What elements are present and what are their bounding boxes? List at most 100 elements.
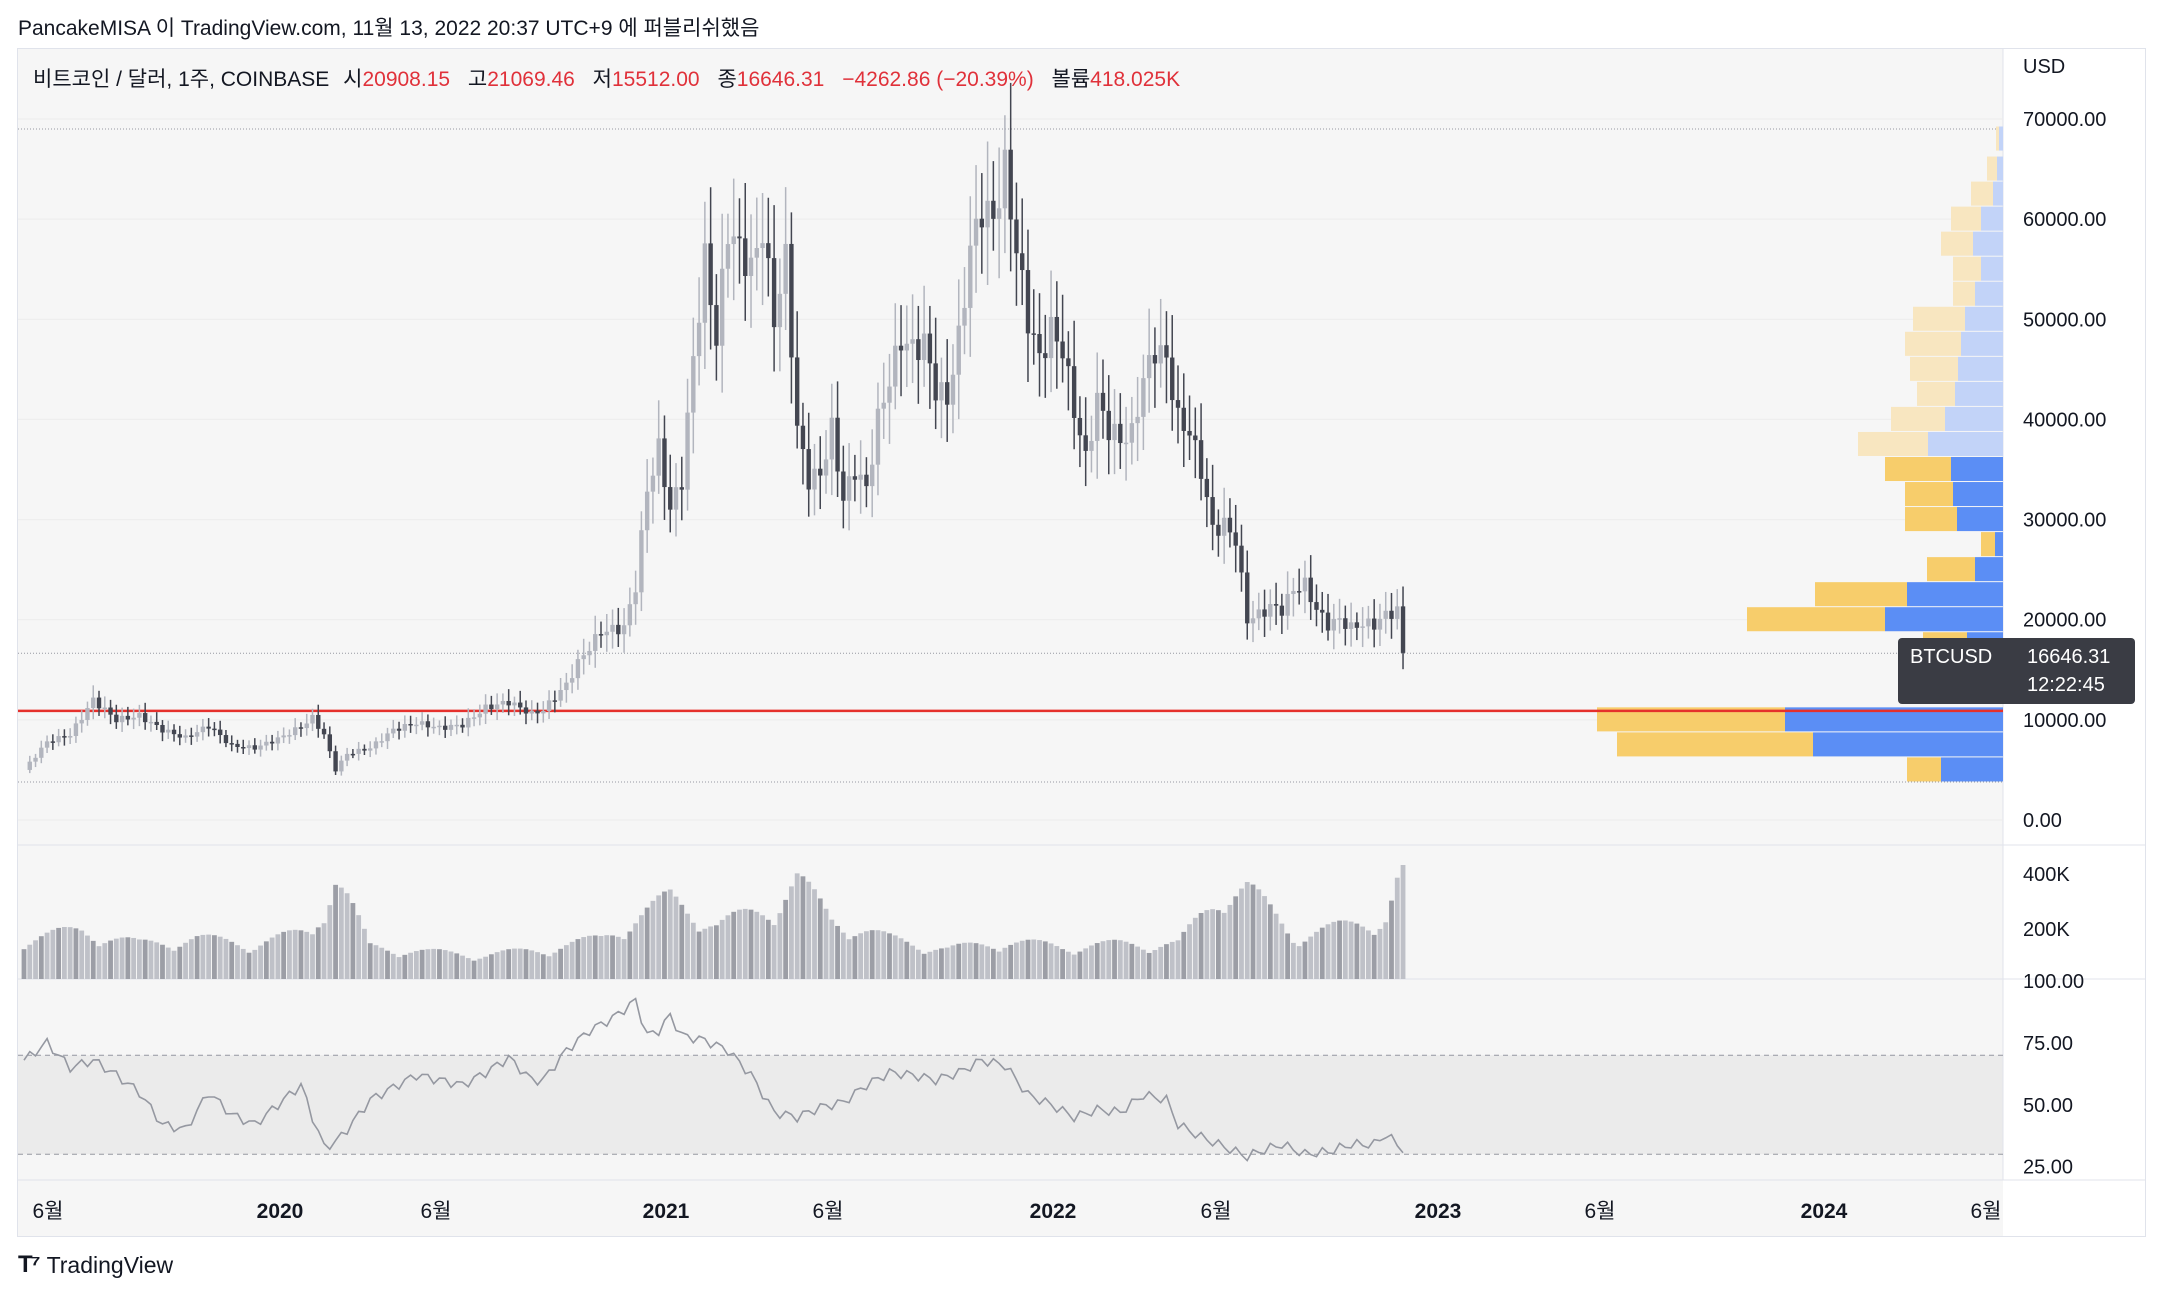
volume-bar: [1366, 930, 1371, 979]
candle-body: [823, 459, 829, 476]
candle-body: [1268, 604, 1273, 617]
volume-bar: [396, 957, 402, 979]
price-tick-label: 50000.00: [2023, 309, 2106, 331]
candle-body: [869, 464, 875, 487]
candle-body: [1146, 355, 1152, 379]
volume-bar: [454, 953, 460, 979]
volume-bar: [748, 909, 754, 979]
candle-body: [142, 713, 148, 723]
volume-bar: [869, 930, 875, 979]
volume-bar: [783, 899, 789, 979]
volume-profile-down-bar: [1907, 757, 1941, 782]
volume-bar: [731, 911, 737, 979]
volume-bar: [165, 947, 171, 979]
volume-bar: [1319, 927, 1325, 979]
volume-bar: [1389, 900, 1394, 979]
candle-body: [1296, 591, 1302, 593]
candle-body: [1083, 435, 1088, 451]
volume-bar: [1198, 913, 1204, 979]
candle-body: [846, 476, 852, 501]
volume-bar: [615, 936, 621, 979]
open-value: 20908.15: [362, 68, 451, 91]
candle-body: [471, 717, 477, 719]
candle-body: [858, 474, 863, 480]
candle-body: [362, 748, 367, 751]
chart-frame[interactable]: 70000.00 60000.00 50000.00 40000.00 30000.00…: [17, 48, 2146, 1237]
volume-bar: [500, 950, 506, 979]
volume-bar: [1008, 944, 1014, 979]
volume-bar: [1169, 941, 1175, 979]
volume-profile-down-bar: [1981, 532, 1995, 557]
candle-body: [587, 650, 592, 656]
candle-body: [1377, 618, 1383, 630]
candle-body: [333, 751, 338, 772]
candle-body: [702, 243, 708, 323]
candle-body: [206, 726, 211, 729]
volume-bar: [488, 954, 494, 979]
candle-body: [939, 382, 944, 401]
candle-body: [1291, 591, 1296, 594]
volume-bar: [1042, 941, 1048, 979]
candle-body: [1112, 423, 1117, 441]
candle-body: [829, 417, 834, 460]
volume-bar: [789, 886, 794, 979]
candle-body: [212, 728, 217, 731]
volume-bar: [413, 951, 419, 979]
candle-body: [714, 305, 719, 346]
candle-body: [1308, 577, 1313, 603]
candle-body: [443, 725, 448, 730]
volume-bar: [1146, 952, 1152, 979]
candle-body: [794, 357, 800, 426]
volume-bar: [1331, 921, 1337, 979]
volume-bar: [719, 919, 725, 979]
volume-bar: [904, 941, 910, 979]
volume-bar: [610, 935, 615, 979]
volume-bar: [223, 938, 229, 979]
volume-bar: [206, 934, 212, 979]
symbol-title[interactable]: 비트코인 / 달러, 1주, COINBASE: [33, 68, 330, 91]
candle-body: [639, 530, 644, 593]
candle-body: [546, 700, 552, 711]
candle-body: [321, 728, 327, 735]
price-tick-label: 60000.00: [2023, 209, 2106, 231]
time-tick-label: 6월: [33, 1200, 64, 1223]
publisher-line: PancakeMISA 이 TradingView.com, 11월 13, 2…: [18, 17, 760, 40]
volume-bar: [108, 940, 113, 979]
candle-body: [575, 659, 581, 679]
candle-body: [1100, 392, 1106, 411]
volume-bar: [864, 931, 869, 979]
candle-body: [708, 243, 713, 306]
volume-profile-down-bar: [1996, 126, 1999, 151]
candle-body: [379, 741, 384, 743]
candle-body: [1383, 610, 1388, 619]
volume-bar: [304, 931, 310, 979]
volume-bar: [235, 945, 240, 979]
tradingview-brand: TradingView: [46, 1251, 174, 1278]
volume-bar: [327, 905, 333, 979]
price-badge[interactable]: [1898, 638, 2135, 704]
volume-bar: [1112, 939, 1117, 979]
volume-bar: [27, 944, 33, 979]
tradingview-logo[interactable]: T⁷ TradingView: [18, 1251, 173, 1279]
candle-body: [1066, 358, 1071, 367]
volume-profile-down-bar: [1815, 582, 1907, 607]
volume-bar: [523, 949, 529, 979]
candle-body: [743, 238, 748, 277]
candle-body: [656, 438, 661, 476]
low-label: 저: [592, 68, 612, 91]
volume-bar: [933, 949, 939, 979]
candle-body: [927, 333, 933, 364]
volume-bar: [177, 946, 183, 979]
candle-body: [950, 374, 956, 405]
open-label: 시: [343, 68, 363, 91]
candle-body: [812, 468, 817, 490]
volume-bar: [200, 934, 206, 979]
price-chart[interactable]: 70000.00 60000.00 50000.00 40000.00 30000.00…: [18, 49, 2145, 1236]
volume-profile-up-bar: [1981, 206, 2003, 231]
volume-bar: [985, 946, 990, 979]
candle-body: [477, 713, 483, 718]
volume-profile-up-bar: [1957, 507, 2003, 532]
volume-bar: [1239, 888, 1244, 979]
volume-bar: [915, 949, 921, 979]
candle-body: [500, 700, 506, 705]
